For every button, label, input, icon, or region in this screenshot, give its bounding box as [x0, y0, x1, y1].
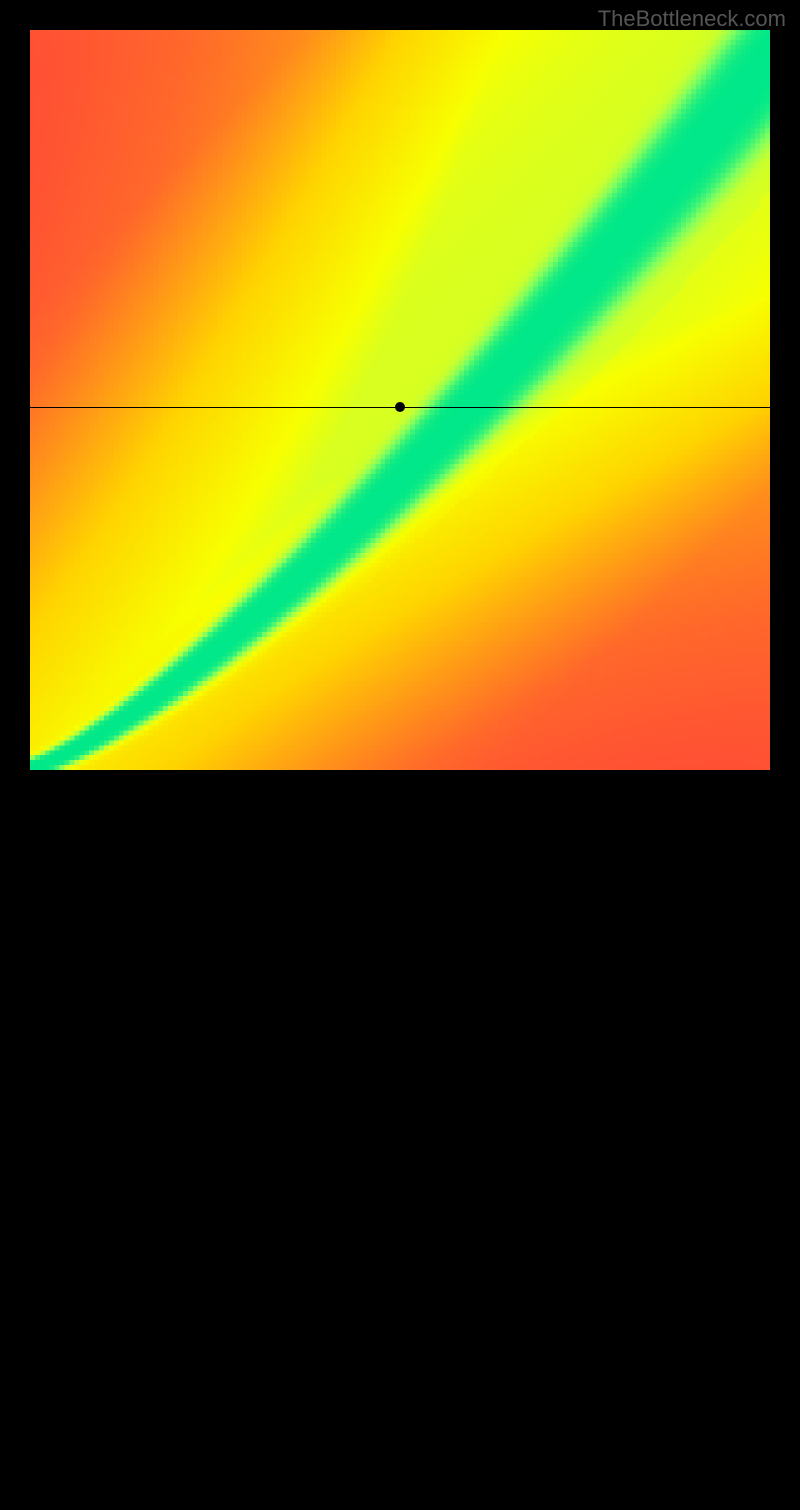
watermark-text: TheBottleneck.com [598, 6, 786, 32]
heatmap-canvas [30, 30, 770, 770]
crosshair-marker-dot [395, 402, 405, 412]
heatmap-plot [30, 30, 770, 770]
crosshair-vertical [400, 770, 401, 1510]
